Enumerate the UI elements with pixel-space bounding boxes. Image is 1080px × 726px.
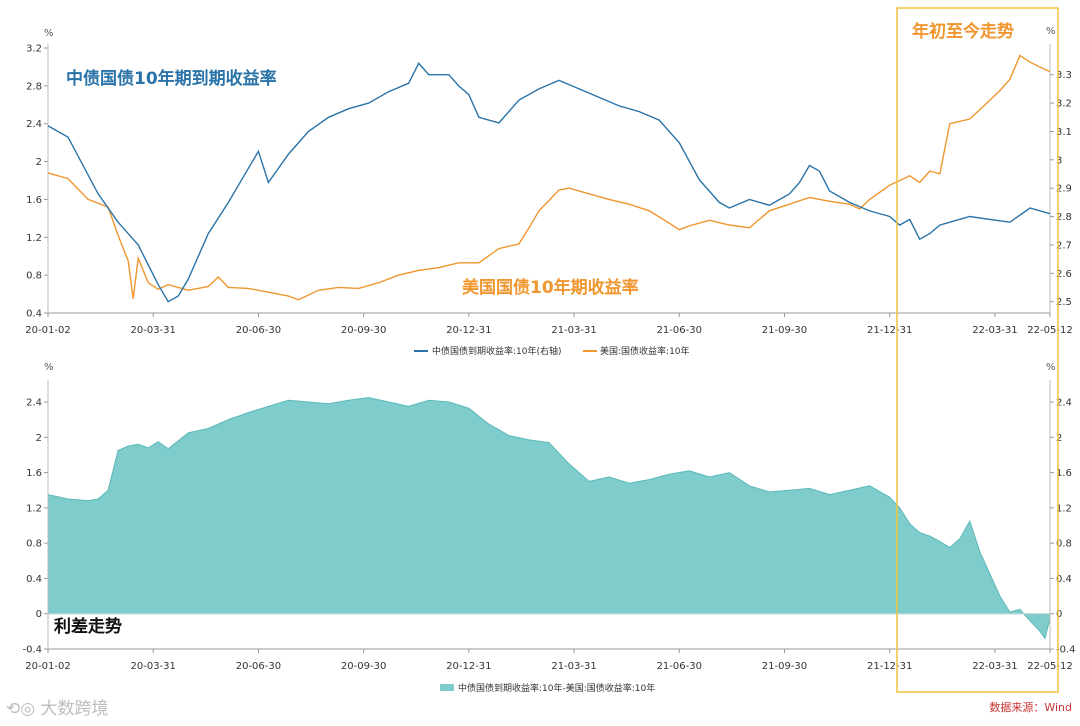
bottom-x-tick-label: 20-01-02 bbox=[25, 661, 70, 672]
top-right-axis-ticks: 2.5 2.6 2.7 2.8 2.9 3 3.1 3.2 3.3 bbox=[1050, 70, 1072, 308]
us-series-annotation: 美国国债10年期收益率 bbox=[462, 277, 639, 298]
watermark: ⟲◎ 大数跨境 bbox=[6, 694, 108, 719]
data-source: 数据来源：Wind bbox=[989, 701, 1072, 714]
top-left-tick-label: 2 bbox=[36, 157, 42, 168]
top-x-tick-label: 21-03-31 bbox=[551, 325, 596, 336]
bottom-left-tick-label: -0.4 bbox=[22, 645, 42, 656]
us-yield-line bbox=[47, 54, 1051, 301]
bottom-x-tick-label: 22-03-31 bbox=[972, 661, 1017, 672]
top-x-tick-label: 20-09-30 bbox=[341, 325, 386, 336]
bottom-right-axis-ticks: -0.4 0 0.4 0.8 1.2 1.6 2 2.4 bbox=[1050, 398, 1076, 656]
bottom-left-unit: % bbox=[44, 362, 54, 373]
bottom-x-tick-label: 22-05-12 bbox=[1027, 661, 1072, 672]
top-x-tick-label: 21-06-30 bbox=[657, 325, 702, 336]
ytd-annotation: 年初至今走势 bbox=[912, 21, 1014, 42]
top-x-tick-label: 20-03-31 bbox=[131, 325, 176, 336]
bottom-left-tick-label: 1.2 bbox=[26, 503, 42, 514]
bottom-x-tick-label: 21-12-31 bbox=[867, 661, 912, 672]
bottom-x-tick-label: 20-03-31 bbox=[131, 661, 176, 672]
top-right-tick-label: 3.1 bbox=[1056, 127, 1072, 138]
bottom-right-tick-label: 2 bbox=[1056, 433, 1062, 444]
top-chart: 0.4 0.8 1.2 1.6 2 2.4 2.8 3.2 2.5 2.6 2.7 2.8 2.9 3 3… bbox=[25, 26, 1072, 357]
bottom-right-tick-label: 1.6 bbox=[1056, 468, 1072, 479]
top-left-tick-label: 2.8 bbox=[26, 81, 42, 92]
bottom-right-tick-label: 0 bbox=[1056, 609, 1062, 620]
spread-annotation: 利差走势 bbox=[54, 616, 122, 637]
top-right-tick-label: 2.5 bbox=[1056, 297, 1072, 308]
top-left-tick-label: 3.2 bbox=[26, 44, 42, 55]
top-x-tick-label: 22-03-31 bbox=[972, 325, 1017, 336]
bottom-x-tick-label: 20-06-30 bbox=[236, 661, 281, 672]
top-right-tick-label: 3 bbox=[1056, 155, 1062, 166]
top-right-tick-label: 3.2 bbox=[1056, 99, 1072, 110]
top-right-tick-label: 2.9 bbox=[1056, 184, 1072, 195]
top-x-axis-ticks: 20-01-02 20-03-31 20-06-30 20-09-30 20-12-31… bbox=[25, 313, 1073, 336]
ytd-highlight-box bbox=[896, 7, 1059, 693]
top-left-unit: % bbox=[44, 28, 54, 39]
top-x-tick-label: 21-09-30 bbox=[762, 325, 807, 336]
cn-series-annotation: 中债国债10年期到期收益率 bbox=[66, 68, 277, 89]
bottom-left-tick-label: 0.4 bbox=[26, 574, 42, 585]
top-right-tick-label: 2.8 bbox=[1056, 212, 1072, 223]
spread-area bbox=[47, 397, 1051, 640]
top-left-tick-label: 1.6 bbox=[26, 195, 42, 206]
bottom-right-tick-label: 0.4 bbox=[1056, 574, 1072, 585]
top-left-tick-label: 1.2 bbox=[26, 233, 42, 244]
top-x-tick-label: 20-01-02 bbox=[25, 325, 70, 336]
bottom-right-tick-label: 1.2 bbox=[1056, 503, 1072, 514]
legend-spread-swatch bbox=[440, 684, 454, 691]
top-x-tick-label: 20-12-31 bbox=[446, 325, 491, 336]
top-right-unit: % bbox=[1046, 26, 1056, 37]
bottom-left-axis-ticks: -0.4 0 0.4 0.8 1.2 1.6 2 2.4 bbox=[22, 398, 48, 656]
bottom-x-tick-label: 20-12-31 bbox=[446, 661, 491, 672]
legend-us-label: 美国:国债收益率:10年 bbox=[600, 345, 690, 357]
bottom-left-tick-label: 2.4 bbox=[26, 398, 42, 409]
bottom-x-tick-label: 21-03-31 bbox=[551, 661, 596, 672]
top-x-tick-label: 21-12-31 bbox=[867, 325, 912, 336]
legend-cn-label: 中债国债到期收益率:10年(右轴) bbox=[432, 345, 562, 357]
top-right-tick-label: 3.3 bbox=[1056, 70, 1072, 81]
bottom-x-tick-label: 21-06-30 bbox=[657, 661, 702, 672]
bottom-right-unit: % bbox=[1046, 362, 1056, 373]
top-left-tick-label: 2.4 bbox=[26, 119, 42, 130]
top-right-tick-label: 2.7 bbox=[1056, 240, 1072, 251]
bottom-right-tick-label: 0.8 bbox=[1056, 539, 1072, 550]
legend-spread-label: 中债国债到期收益率:10年-美国:国债收益率:10年 bbox=[458, 682, 655, 694]
bottom-right-tick-label: 2.4 bbox=[1056, 398, 1072, 409]
bottom-x-axis-ticks: 20-01-02 20-03-31 20-06-30 20-09-30 20-12-31… bbox=[25, 649, 1073, 672]
top-x-tick-label: 22-05-12 bbox=[1027, 325, 1072, 336]
watermark-logo-icon: ⟲◎ bbox=[6, 699, 41, 719]
bottom-chart: -0.4 0 0.4 0.8 1.2 1.6 2 2.4 -0.4 0 0.4 0.8 1.2 1.6 2… bbox=[22, 362, 1075, 694]
bottom-left-tick-label: 2 bbox=[36, 433, 42, 444]
top-x-tick-label: 20-06-30 bbox=[236, 325, 281, 336]
bottom-left-tick-label: 0.8 bbox=[26, 539, 42, 550]
bottom-left-tick-label: 0 bbox=[36, 609, 42, 620]
bottom-x-tick-label: 20-09-30 bbox=[341, 661, 386, 672]
top-right-tick-label: 2.6 bbox=[1056, 269, 1072, 280]
top-left-tick-label: 0.4 bbox=[26, 309, 42, 320]
watermark-text: 大数跨境 bbox=[40, 699, 109, 719]
bottom-x-tick-label: 21-09-30 bbox=[762, 661, 807, 672]
cn-yield-line bbox=[47, 62, 1051, 303]
top-left-tick-label: 0.8 bbox=[26, 271, 42, 282]
top-left-axis-ticks: 0.4 0.8 1.2 1.6 2 2.4 2.8 3.2 bbox=[26, 44, 48, 320]
bottom-right-tick-label: -0.4 bbox=[1056, 645, 1076, 656]
bottom-left-tick-label: 1.6 bbox=[26, 468, 42, 479]
